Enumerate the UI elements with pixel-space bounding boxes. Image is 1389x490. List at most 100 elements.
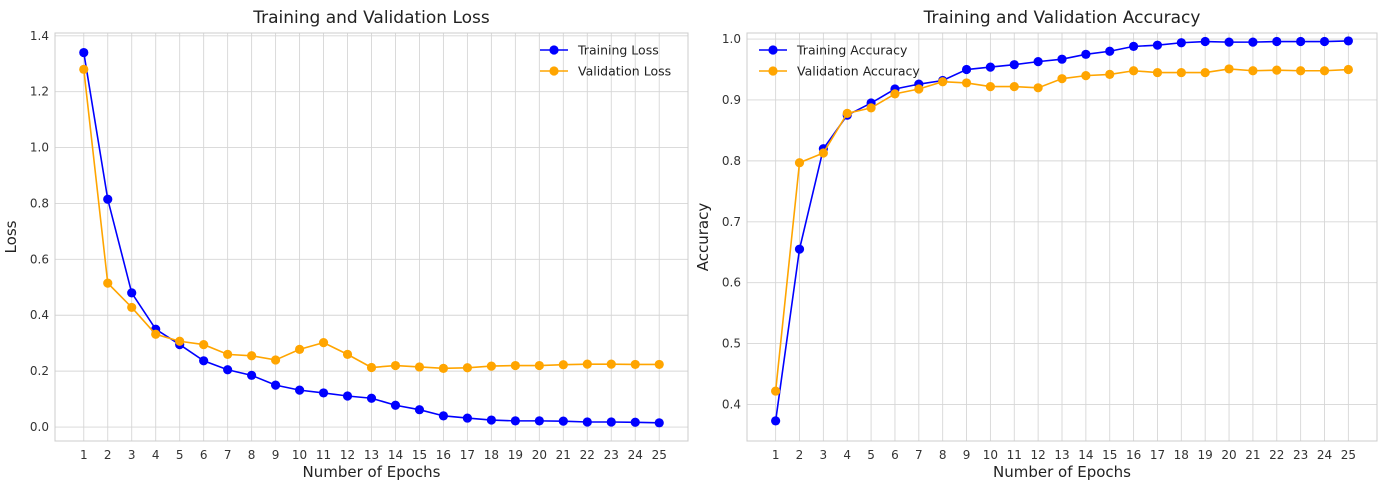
x-tick-label: 20 <box>532 448 547 462</box>
data-point <box>606 417 616 427</box>
data-point <box>1009 81 1019 92</box>
data-point <box>1176 67 1186 78</box>
data-point <box>223 365 233 375</box>
data-point <box>199 356 209 366</box>
data-point <box>223 349 233 359</box>
data-point <box>1224 64 1234 74</box>
x-axis-label: Number of Epochs <box>993 463 1131 481</box>
x-tick-label: 13 <box>364 448 379 462</box>
y-tick-label: 0.7 <box>722 215 741 229</box>
data-point <box>270 355 281 365</box>
legend-marker <box>549 45 559 55</box>
x-tick-label: 1 <box>772 448 780 462</box>
data-point <box>486 415 496 425</box>
x-tick-label: 12 <box>340 448 355 462</box>
data-point <box>1319 66 1330 76</box>
x-tick-label: 15 <box>1102 448 1117 462</box>
chart-title: Training and Validation Loss <box>252 8 490 28</box>
data-point <box>1272 36 1282 47</box>
data-point <box>794 244 805 254</box>
gridlines <box>55 33 688 441</box>
series-validation-loss <box>79 64 664 373</box>
legend-marker <box>768 66 778 76</box>
data-point <box>462 413 473 423</box>
legend: Training Accuracy Validation Accuracy <box>759 43 920 79</box>
data-point <box>654 418 664 428</box>
data-point <box>342 391 353 401</box>
legend-item: Training Loss <box>540 43 659 58</box>
data-point <box>985 62 996 72</box>
data-point <box>794 158 805 168</box>
data-point <box>961 78 972 88</box>
y-tick-label: 0.8 <box>722 154 741 168</box>
data-point <box>1200 36 1210 47</box>
x-tick-label: 23 <box>1293 448 1308 462</box>
x-tick-label: 24 <box>628 448 643 462</box>
data-point <box>318 338 329 348</box>
x-tick-label: 4 <box>843 448 851 462</box>
data-point <box>270 380 281 390</box>
data-point <box>1033 57 1043 67</box>
x-tick-label: 8 <box>939 448 947 462</box>
x-tick-label: 24 <box>1317 448 1332 462</box>
x-tick-label: 19 <box>508 448 523 462</box>
data-point <box>1200 67 1210 78</box>
data-point <box>1152 40 1163 50</box>
data-point <box>938 77 948 87</box>
data-point <box>486 361 496 371</box>
legend-label: Training Accuracy <box>796 43 908 58</box>
legend-item: Validation Loss <box>540 64 671 79</box>
data-point <box>630 417 640 427</box>
x-tick-label: 11 <box>1007 448 1022 462</box>
y-tick-label: 0.8 <box>30 196 49 210</box>
legend-item: Training Accuracy <box>759 43 908 58</box>
data-point <box>1176 38 1186 48</box>
legend: Training Loss Validation Loss <box>540 43 671 79</box>
x-tick-label: 7 <box>915 448 923 462</box>
legend-label: Validation Loss <box>578 64 671 79</box>
x-tick-label: 10 <box>292 448 307 462</box>
x-tick-label: 11 <box>316 448 331 462</box>
x-tick-label: 2 <box>796 448 804 462</box>
x-tick-label: 4 <box>152 448 160 462</box>
data-point <box>1128 41 1139 51</box>
chart-loss: 0.00.20.40.60.81.01.21.41 2 3 4 5 6 7 8 9 10 11 12 1… <box>2 8 689 481</box>
x-tick-label: 15 <box>412 448 427 462</box>
data-point <box>582 417 592 427</box>
data-point <box>318 388 329 398</box>
data-point <box>1081 71 1091 81</box>
x-tick-label: 22 <box>580 448 595 462</box>
chart-accuracy: 0.40.50.60.70.80.91.01 2 3 4 5 6 7 8 9 10 11 12 13 14… <box>694 8 1378 481</box>
data-point <box>1033 83 1043 93</box>
y-tick-label: 0.4 <box>30 308 49 322</box>
x-tick-label: 17 <box>460 448 475 462</box>
data-point <box>1296 66 1306 76</box>
data-point <box>199 339 209 350</box>
x-tick-labels: 1 2 3 4 5 6 7 8 9 10 11 12 13 14 15 16 17 18 19 20 21 22 23 24 2… <box>772 448 1356 462</box>
y-tick-label: 1.0 <box>30 141 49 155</box>
data-point <box>1105 46 1115 56</box>
data-point <box>1128 66 1139 76</box>
y-axis-label: Loss <box>2 220 20 253</box>
x-tick-label: 20 <box>1221 448 1236 462</box>
data-point <box>414 362 425 372</box>
y-tick-label: 0.5 <box>722 337 741 351</box>
data-point <box>1296 36 1306 47</box>
data-point <box>510 416 520 426</box>
data-point <box>914 84 924 94</box>
data-point <box>890 89 900 99</box>
x-tick-label: 6 <box>200 448 208 462</box>
data-point <box>151 329 161 339</box>
data-point <box>818 148 828 158</box>
data-point <box>247 370 257 380</box>
y-tick-label: 0.6 <box>722 276 741 290</box>
data-point <box>1343 36 1353 46</box>
x-tick-labels: 1 2 3 4 5 6 7 8 9 10 11 12 13 14 15 16 17 18 19 20 21 22 23 24 2… <box>80 448 667 462</box>
data-point <box>366 393 377 403</box>
data-point <box>175 336 185 346</box>
data-point <box>79 47 89 58</box>
legend-marker <box>549 66 559 76</box>
x-tick-label: 16 <box>436 448 451 462</box>
x-tick-label: 23 <box>604 448 619 462</box>
